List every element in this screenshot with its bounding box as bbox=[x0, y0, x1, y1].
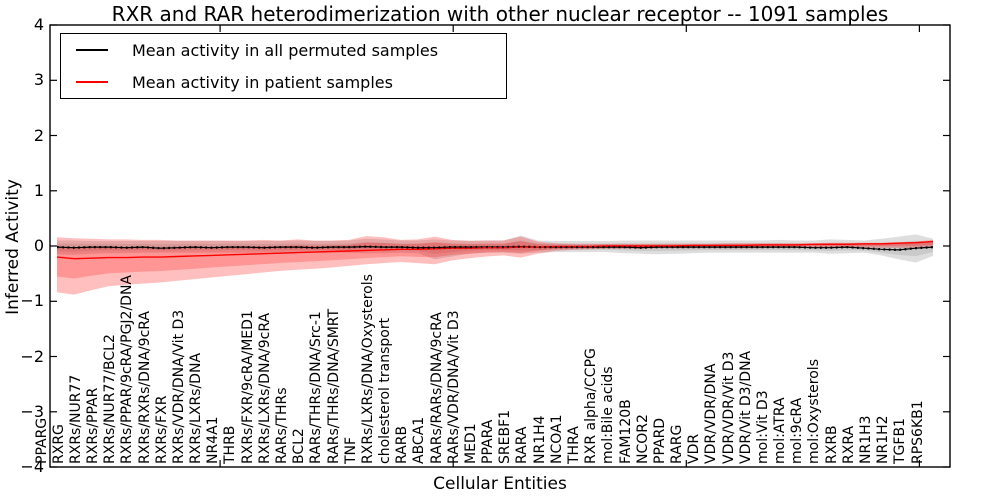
x-tick-label: cholesterol transport bbox=[377, 317, 393, 464]
x-tick-label: RARs/VDR/DNA/Vit D3 bbox=[445, 310, 462, 464]
x-tick-label: THRB bbox=[222, 425, 239, 464]
axis-ticks bbox=[50, 24, 950, 468]
x-tick-label: TGFB1 bbox=[892, 418, 909, 464]
y-tick-label: 4 bbox=[33, 15, 44, 34]
x-tick-label: SREBF1 bbox=[497, 409, 514, 464]
x-tick-label: RXRs/NUR77/BCL2 bbox=[102, 334, 119, 464]
y-tick-label: 0 bbox=[33, 236, 44, 255]
x-tick-label: RXRs/PPAR/9cRA/PGJ2/DNA bbox=[119, 275, 136, 464]
x-tick-label: FAM120B bbox=[617, 399, 634, 464]
permuted-line-swatch bbox=[76, 49, 108, 51]
x-tick-label: THRA bbox=[566, 426, 582, 464]
y-axis-label: Inferred Activity bbox=[3, 179, 23, 315]
legend-item-patient: Mean activity in patient samples bbox=[61, 66, 506, 98]
x-tick-label: RXRA bbox=[840, 425, 857, 464]
x-tick-label: RARs/THRs bbox=[274, 387, 290, 464]
x-tick-label: mol:Bile acids bbox=[600, 366, 617, 464]
x-tick-label: TNF bbox=[342, 436, 359, 464]
x-tick-label: NCOR2 bbox=[634, 414, 651, 464]
x-tick-label: RARs/THRs/DNA/SMRT bbox=[325, 308, 342, 464]
x-tick-label: MED1 bbox=[462, 423, 479, 464]
x-tick-label: RXRs/LXRs/DNA bbox=[188, 352, 205, 464]
x-tick-label: RARA bbox=[514, 426, 531, 464]
legend-label: Mean activity in all permuted samples bbox=[132, 40, 439, 60]
x-tick-label: RXRs/LXRs/DNA/Oxysterols bbox=[359, 274, 376, 464]
x-tick-label: RPS6KB1 bbox=[909, 400, 926, 464]
y-tick-label: 2 bbox=[33, 125, 44, 145]
x-tick-label: NR1H3 bbox=[858, 415, 874, 464]
x-tick-label: ABCA1 bbox=[411, 416, 428, 464]
x-tick-label: RARs/RARs/DNA/9cRA bbox=[428, 312, 445, 464]
x-tick-label: RXRs/PPAR bbox=[85, 387, 101, 464]
patient-line-swatch bbox=[76, 81, 108, 83]
x-tick-label: PPARA bbox=[480, 419, 497, 464]
x-tick-label: RXRs/NUR77 bbox=[67, 374, 84, 464]
x-tick-label: NR1H2 bbox=[875, 415, 892, 464]
y-tick-label: −3 bbox=[20, 401, 44, 421]
x-tick-label: VDR/Vit D3/DNA bbox=[737, 350, 754, 464]
x-tick-label: mol:9cRA bbox=[789, 397, 806, 464]
y-tick-label: −2 bbox=[20, 346, 44, 366]
x-tick-label: RXRB bbox=[823, 425, 840, 464]
x-tick-label: RARs/THRs/DNA/Src-1 bbox=[308, 311, 325, 464]
x-tick-label: PPARG bbox=[33, 417, 50, 464]
chart-title: RXR and RAR heterodimerization with othe… bbox=[111, 2, 889, 26]
x-tick-label: RARB bbox=[394, 425, 411, 464]
x-tick-label: RXR alpha/CCPG bbox=[583, 348, 600, 464]
x-tick-label: RXRs/LXRs/DNA/9cRA bbox=[256, 312, 273, 464]
x-tick-label: RXRs/FXR/9cRA/MED1 bbox=[239, 310, 256, 464]
patient-mean-line bbox=[56, 240, 934, 260]
x-tick-label: VDR/VDR/Vit D3 bbox=[720, 351, 737, 464]
y-tick-label: −4 bbox=[20, 457, 44, 476]
x-tick-label: NR4A1 bbox=[205, 416, 222, 464]
y-tick-label: 3 bbox=[33, 70, 44, 90]
x-tick-label: RXRG bbox=[50, 424, 67, 464]
x-tick-label: RXRs/VDR/DNA/Vit D3 bbox=[170, 309, 187, 464]
legend-item-permuted: Mean activity in all permuted samples bbox=[61, 34, 506, 66]
patient-range-band bbox=[57, 236, 933, 295]
x-tick-label: RARG bbox=[669, 424, 685, 464]
x-tick-label: NCOA1 bbox=[548, 414, 565, 464]
legend-label: Mean activity in patient samples bbox=[132, 72, 393, 92]
y-tick-label: 1 bbox=[33, 180, 44, 200]
x-tick-label: mol:ATRA bbox=[772, 397, 789, 464]
x-tick-label: PPARD bbox=[651, 417, 668, 464]
y-tick-label: −1 bbox=[20, 291, 44, 311]
x-tick-label: BCL2 bbox=[291, 428, 308, 464]
x-tick-label: RXRs/RXRs/DNA/9cRA bbox=[136, 310, 153, 464]
legend: Mean activity in all permuted samples Me… bbox=[60, 33, 507, 99]
x-tick-label: VDR bbox=[686, 433, 703, 464]
x-tick-label: mol:Oxysterols bbox=[806, 359, 823, 464]
x-axis-label: Cellular Entities bbox=[433, 474, 567, 494]
x-tick-label: NR1H4 bbox=[531, 415, 548, 464]
x-tick-label: mol:Vit D3 bbox=[754, 390, 771, 464]
x-tick-label: VDR/VDR/DNA bbox=[703, 363, 720, 464]
x-tick-label: RXRs/FXR bbox=[153, 395, 170, 464]
